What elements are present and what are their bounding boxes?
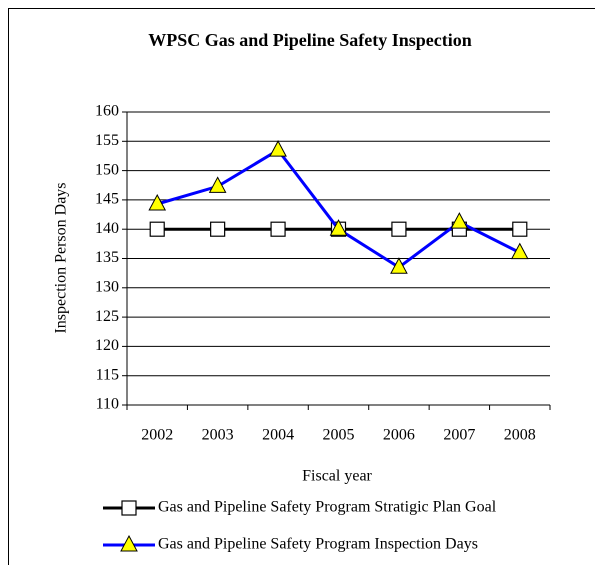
y-tick-label: 155	[95, 132, 119, 149]
marker	[149, 221, 165, 237]
y-tick-label: 125	[95, 308, 119, 325]
y-tick-label: 130	[95, 278, 119, 295]
x-tick-label: 2008	[504, 427, 536, 444]
y-tick-label: 150	[95, 161, 119, 178]
y-tick-label: 115	[96, 366, 119, 383]
x-tick-label: 2005	[323, 427, 355, 444]
y-tick-label: 135	[95, 249, 119, 266]
y-tick-label: 145	[95, 191, 119, 208]
y-tick-label: 140	[95, 220, 119, 237]
y-tick-label: 110	[96, 396, 119, 413]
marker	[270, 221, 286, 237]
marker	[391, 221, 407, 237]
legend-marker	[120, 534, 138, 552]
y-tick-label: 160	[95, 103, 119, 120]
marker	[208, 176, 227, 193]
marker	[510, 242, 529, 260]
legend-marker	[121, 500, 137, 516]
x-tick-label: 2004	[262, 427, 294, 444]
marker	[329, 219, 348, 236]
x-tick-label: 2007	[443, 427, 475, 444]
x-tick-label: 2006	[383, 427, 415, 444]
chart-frame	[8, 8, 595, 565]
legend-label: Gas and Pipeline Safety Program Stratigi…	[158, 499, 497, 516]
marker	[269, 140, 287, 157]
x-axis-label: Fiscal year	[302, 468, 372, 485]
chart-title: WPSC Gas and Pipeline Safety Inspection	[148, 30, 472, 50]
marker	[450, 212, 469, 229]
marker	[512, 221, 528, 237]
marker	[210, 221, 226, 237]
y-axis-label: Inspection Person Days	[53, 182, 70, 333]
marker	[390, 257, 408, 274]
y-tick-label: 120	[95, 337, 119, 354]
legend-label: Gas and Pipeline Safety Program Inspecti…	[158, 536, 478, 553]
x-tick-label: 2002	[141, 427, 173, 444]
marker	[148, 193, 167, 211]
x-tick-label: 2003	[202, 427, 234, 444]
